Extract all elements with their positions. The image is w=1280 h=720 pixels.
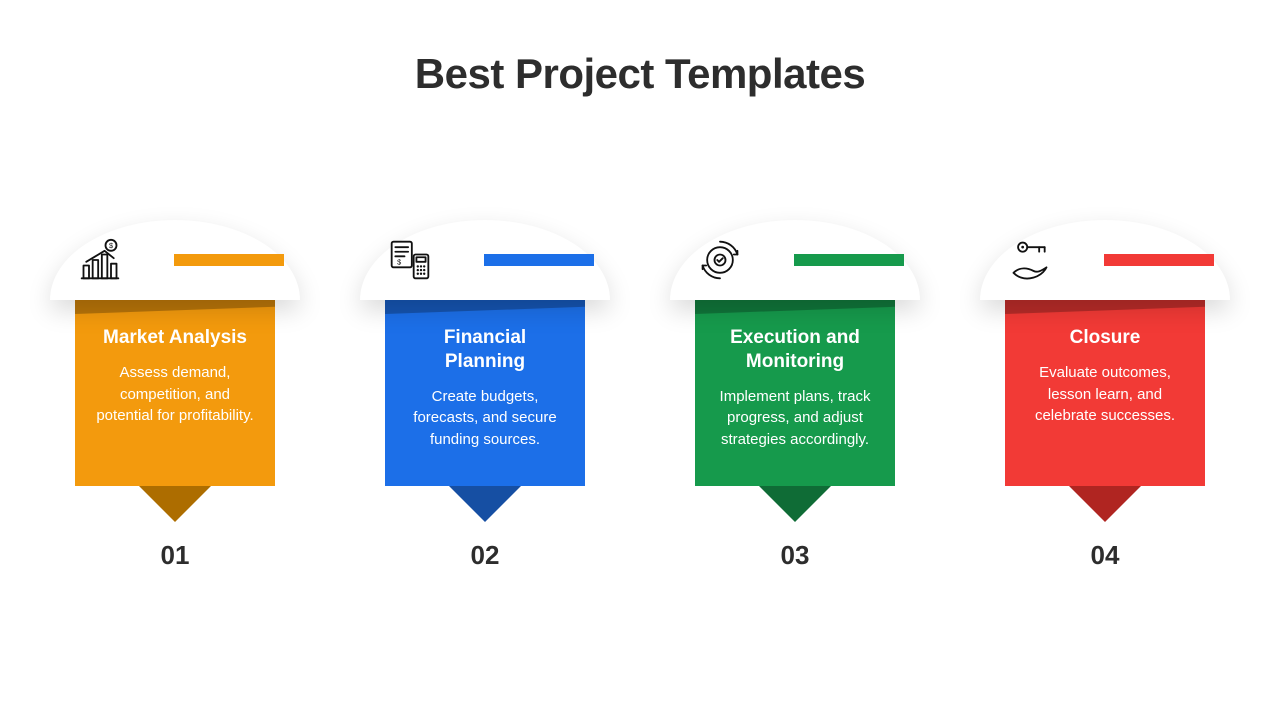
card-desc: Assess demand, competition, and potentia… <box>93 362 257 427</box>
card-title: Financial Planning <box>403 326 567 374</box>
page-title: Best Project Templates <box>0 50 1280 98</box>
bar-chart-dollar-icon: $ <box>72 232 128 288</box>
card-head: $ <box>50 220 300 300</box>
color-stripe <box>484 254 594 266</box>
svg-text:$: $ <box>397 258 401 267</box>
step-card: $ Fina <box>360 220 610 571</box>
arrow-down-icon <box>1067 484 1143 522</box>
budget-calculator-icon: $ <box>382 232 438 288</box>
svg-text:$: $ <box>109 241 113 250</box>
process-gear-icon <box>692 232 748 288</box>
step-number: 04 <box>980 540 1230 571</box>
infographic-stage: Best Project Templates $ <box>0 0 1280 720</box>
step-card: Closure Evaluate outcomes, lesson learn,… <box>980 220 1230 571</box>
color-stripe <box>794 254 904 266</box>
card-desc: Evaluate outcomes, lesson learn, and cel… <box>1023 362 1187 427</box>
step-card: $ Market Analysis Assess demand, competi… <box>50 220 300 571</box>
card-head <box>670 220 920 300</box>
arrow-down-icon <box>447 484 523 522</box>
card-title: Closure <box>1023 326 1187 350</box>
card-title: Execution and Monitoring <box>713 326 877 374</box>
card-head: $ <box>360 220 610 300</box>
cards-row: $ Market Analysis Assess demand, competi… <box>0 220 1280 571</box>
card-body: Execution and Monitoring Implement plans… <box>695 296 895 486</box>
step-card: Execution and Monitoring Implement plans… <box>670 220 920 571</box>
card-desc: Create budgets, forecasts, and secure fu… <box>403 386 567 451</box>
arrow-down-icon <box>757 484 833 522</box>
color-stripe <box>1104 254 1214 266</box>
arrow-down-icon <box>137 484 213 522</box>
hand-key-icon <box>1002 232 1058 288</box>
card-desc: Implement plans, track progress, and adj… <box>713 386 877 451</box>
step-number: 03 <box>670 540 920 571</box>
card-title: Market Analysis <box>93 326 257 350</box>
step-number: 01 <box>50 540 300 571</box>
card-head <box>980 220 1230 300</box>
card-body: Financial Planning Create budgets, forec… <box>385 296 585 486</box>
step-number: 02 <box>360 540 610 571</box>
card-body: Market Analysis Assess demand, competiti… <box>75 296 275 486</box>
card-body: Closure Evaluate outcomes, lesson learn,… <box>1005 296 1205 486</box>
color-stripe <box>174 254 284 266</box>
